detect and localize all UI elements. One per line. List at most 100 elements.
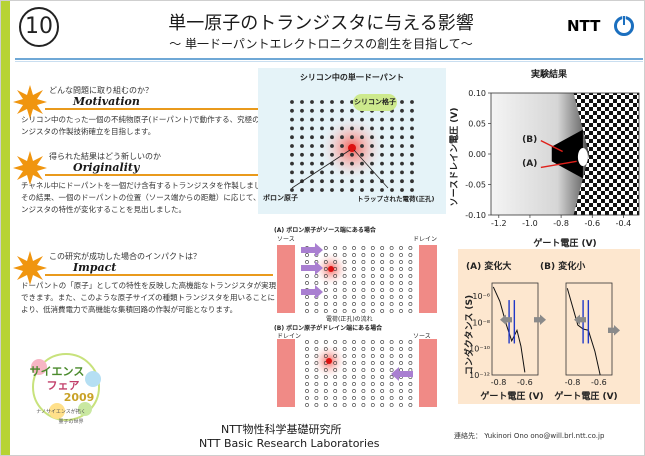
lattice-atom: [314, 368, 319, 372]
case-a-title: (A) ボロン原子がソース端にある場合: [274, 227, 376, 234]
x-tick-label: -0.8: [553, 219, 569, 228]
lattice-atom: [305, 403, 309, 407]
lattice-atom: [320, 100, 324, 104]
lattice-atom: [390, 170, 394, 175]
flow-arrow: [301, 261, 323, 275]
lattice-atom: [323, 309, 328, 313]
lattice-atom: [389, 302, 394, 306]
lattice-atom: [390, 117, 394, 122]
lattice-atom: [305, 309, 309, 313]
lattice-atom: [380, 117, 384, 122]
keyword-underline: [45, 108, 273, 110]
lattice-atom: [399, 260, 403, 264]
lattice-atom: [342, 253, 347, 257]
subplot-a-title: (A) 変化大: [466, 260, 511, 272]
lattice-atom: [410, 117, 414, 122]
lattice-atom: [399, 347, 403, 351]
section-originality: 得られた結果はどう新しいのか Originality チャネル中にドーパントを一…: [13, 151, 276, 241]
lattice-atom: [330, 152, 334, 157]
lattice-atom: [370, 347, 375, 351]
lattice-atom: [330, 188, 334, 192]
drain-electrode-b: [277, 339, 295, 407]
lattice-atom: [399, 274, 403, 278]
lattice-atom: [361, 309, 366, 313]
annotation-a: (A): [522, 159, 537, 169]
lattice-atom: [400, 135, 404, 140]
section-keyword: Motivation: [73, 95, 140, 108]
lattice-atom: [352, 267, 356, 271]
lattice-atom: [399, 389, 403, 393]
lattice-atom: [399, 396, 403, 400]
lattice-atom: [342, 396, 347, 400]
lattice-atom: [361, 246, 366, 250]
lattice-atom: [380, 361, 385, 365]
lattice-atom: [323, 375, 328, 379]
lattice-atom: [300, 144, 304, 148]
y-tick-label: -0.10: [465, 211, 486, 220]
lattice-atom: [310, 161, 314, 166]
lattice-atom: [380, 144, 384, 148]
lattice-atom: [320, 152, 324, 157]
lattice-atom: [333, 354, 338, 358]
lattice-atom: [333, 396, 338, 400]
lattice-atom: [290, 100, 294, 104]
lattice-atom: [333, 368, 338, 372]
lattice-atom: [352, 389, 356, 393]
lattice-atom: [323, 347, 328, 351]
lattice-atom: [408, 340, 413, 344]
lattice-atom: [350, 170, 354, 175]
lattice-atom: [352, 382, 356, 386]
lattice-atom: [320, 144, 324, 148]
lattice-atom: [361, 347, 366, 351]
source-electrode-a: [277, 245, 295, 313]
lattice-atom: [342, 382, 347, 386]
conductance-curve: [492, 286, 526, 373]
lattice-atom: [408, 403, 413, 407]
lab-name-ja: NTT物性科学基礎研究所: [221, 423, 342, 436]
lattice-atom: [389, 309, 394, 313]
y-tick-label: 10⁻⁸: [472, 318, 490, 327]
lattice-tag: シリコン格子: [353, 94, 397, 111]
ntt-wordmark: NTT: [567, 17, 601, 35]
lattice-atom: [390, 126, 394, 131]
lattice-atom: [323, 340, 328, 344]
lattice-atom: [361, 302, 366, 306]
lattice-atom: [352, 288, 356, 292]
lattice-figure-title: シリコン中の単一ドーパント: [299, 73, 405, 82]
section-body: ドーパントの「原子」としての特性を反映した高機能なトランジスタが実現できます。ま…: [21, 281, 277, 314]
lattice-atom: [352, 354, 356, 358]
lattice-atom: [408, 396, 413, 400]
logo-text: フェア: [47, 379, 80, 392]
lattice-atom: [330, 100, 334, 104]
lattice-atom: [361, 267, 366, 271]
lattice-atom: [314, 309, 319, 313]
lattice-atom: [352, 253, 356, 257]
lattice-atom: [399, 295, 403, 299]
lattice-atom: [389, 368, 394, 372]
ntt-logo-icon: [614, 15, 634, 36]
lattice-atom: [370, 260, 375, 264]
section-body: シリコン中のたった一個の不純物原子(ドーパント)で動作する、究極のトランジスタの…: [21, 115, 275, 136]
lattice-atom: [300, 188, 304, 192]
lattice-atom: [399, 253, 403, 257]
lattice-atom: [333, 288, 338, 292]
lattice-atom: [340, 170, 344, 175]
lattice-atom: [314, 354, 319, 358]
lattice-atom: [389, 403, 394, 407]
subplot-frame: [491, 282, 539, 376]
lattice-atom: [333, 302, 338, 306]
lattice-atom: [323, 288, 328, 292]
arrow-b: [540, 139, 563, 153]
lattice-atom: [323, 396, 328, 400]
lattice-atom: [333, 389, 338, 393]
lattice-atom: [389, 389, 394, 393]
lattice-atom: [305, 281, 309, 285]
x-axis-label-b: ゲート電圧 (V): [554, 390, 617, 402]
lattice-atom: [305, 295, 309, 299]
x-tick-label: -1.0: [522, 219, 538, 228]
lattice-atom: [300, 126, 304, 131]
lattice-atom: [305, 382, 309, 386]
lattice-atom: [342, 403, 347, 407]
lattice-atom: [360, 188, 364, 192]
logo-ring: [32, 353, 100, 421]
